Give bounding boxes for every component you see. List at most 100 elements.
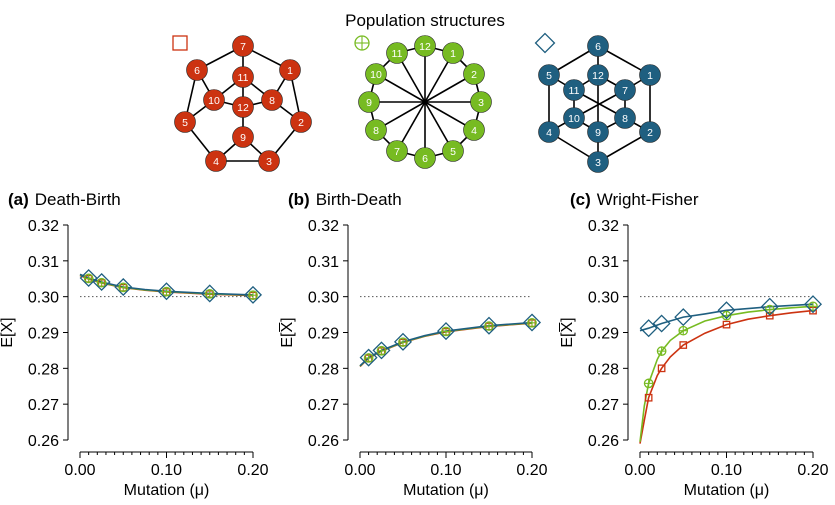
panel-title: (b) Birth-Death <box>288 190 402 209</box>
network-node-label: 1 <box>647 70 653 82</box>
network-node: 9 <box>587 121 609 143</box>
network-node-circle <box>414 35 436 57</box>
network-node-circle <box>587 64 609 86</box>
network-node-circle <box>442 42 464 64</box>
network-node-label: 12 <box>419 41 431 53</box>
network-node-label: 4 <box>471 125 477 137</box>
y-tick-label: 0.32 <box>308 218 339 235</box>
network-node-label: 5 <box>182 117 188 129</box>
network-node: 11 <box>563 79 585 101</box>
network-node: 10 <box>203 89 225 111</box>
series-markers-diamond <box>639 295 823 338</box>
y-tick-label: 0.27 <box>308 397 339 414</box>
network-node: 9 <box>358 91 380 113</box>
data-point <box>79 269 98 288</box>
network-node-label: 7 <box>240 41 246 53</box>
x-tick-label: 0.00 <box>624 462 655 479</box>
data-point <box>643 378 654 389</box>
network-node: 12 <box>587 64 609 86</box>
x-tick-label: 0.00 <box>64 462 95 479</box>
chart-panel-3: (c) Wright-Fisher 0.32 0.31 0.30 0.29 0.28 0.27… <box>558 190 829 499</box>
network-node: 3 <box>470 91 492 113</box>
chart-panel-2: (b) Birth-Death0.320.310.300.290.280.270.… <box>278 190 548 499</box>
network-node-label: 5 <box>450 146 456 158</box>
series-markers-diamond <box>359 313 542 367</box>
network-node-circle <box>639 121 661 143</box>
network-node-circle <box>614 79 636 101</box>
network-node: 8 <box>365 119 387 141</box>
network-node-label: 9 <box>595 127 601 139</box>
network-node: 4 <box>205 150 227 172</box>
network-node: 2 <box>463 63 485 85</box>
network-node: 4 <box>463 119 485 141</box>
network-node-label: 9 <box>240 132 246 144</box>
network-node-label: 8 <box>622 113 628 125</box>
network-node-label: 9 <box>366 97 372 109</box>
network-node-circle <box>587 35 609 57</box>
data-point <box>83 273 94 284</box>
x-axis-label: Mutation (μ) <box>124 482 210 499</box>
network-diagrams: 1234567891011121234567891011121234567891… <box>172 32 661 173</box>
series-markers-circle-plus <box>363 317 537 363</box>
data-point <box>372 341 391 360</box>
network-node-label: 3 <box>478 97 484 109</box>
network-node-circle <box>358 91 380 113</box>
data-point <box>441 326 451 337</box>
network-node-label: 7 <box>394 146 400 158</box>
y-tick-label: 0.28 <box>28 361 59 378</box>
network-node: 3 <box>258 150 280 172</box>
network-node-label: 10 <box>208 95 220 107</box>
network-node: 10 <box>563 107 585 129</box>
chart-panel-1: (a) Death-Birth0.320.310.300.290.280.270.… <box>0 190 269 499</box>
network-node-label: 6 <box>422 153 428 165</box>
x-tick-label: 0.10 <box>430 462 461 479</box>
network-node-circle <box>470 91 492 113</box>
panel-label: (c) <box>570 190 591 209</box>
network-node-circle <box>639 64 661 86</box>
network-node: 5 <box>538 64 560 86</box>
data-point <box>96 277 107 288</box>
network-node: 1 <box>442 42 464 64</box>
network-node: 11 <box>386 42 408 64</box>
network-node: 7 <box>386 140 408 162</box>
network-node: 7 <box>614 79 636 101</box>
data-point <box>114 277 133 297</box>
y-tick-label: 0.30 <box>28 290 59 307</box>
network-node: 1 <box>279 59 301 81</box>
data-point <box>657 364 666 373</box>
chart-panels: (a) Death-Birth0.320.310.300.290.280.270.… <box>0 190 829 499</box>
network-node: 11 <box>232 66 254 88</box>
network-node: 4 <box>538 121 560 143</box>
data-point <box>204 288 215 299</box>
network-node-circle <box>587 121 609 143</box>
data-point <box>359 348 378 367</box>
data-point <box>161 286 172 297</box>
network-node: 6 <box>587 35 609 57</box>
network-node-label: 10 <box>370 69 382 81</box>
network-node: 5 <box>174 111 196 133</box>
data-point <box>92 272 111 291</box>
network-node-circle <box>186 59 208 81</box>
data-point <box>363 353 374 363</box>
y-tick-label: 0.29 <box>308 326 339 343</box>
network-node-circle <box>365 63 387 85</box>
network-node-circle <box>614 107 636 129</box>
network-node: 9 <box>232 126 254 148</box>
network-node: 2 <box>639 121 661 143</box>
network-node-label: 5 <box>546 70 552 82</box>
data-point <box>376 345 387 356</box>
y-tick-label: 0.26 <box>588 433 619 450</box>
figure-title: Population structures <box>345 11 505 30</box>
panel-label: (b) <box>288 190 310 209</box>
data-point <box>393 332 413 351</box>
data-point <box>484 321 494 331</box>
network-edges <box>368 45 482 159</box>
data-point <box>527 317 537 328</box>
y-tick-label: 0.26 <box>308 433 339 450</box>
data-point <box>803 295 823 314</box>
network-node-circle <box>232 35 254 57</box>
network-node-label: 12 <box>592 70 604 82</box>
